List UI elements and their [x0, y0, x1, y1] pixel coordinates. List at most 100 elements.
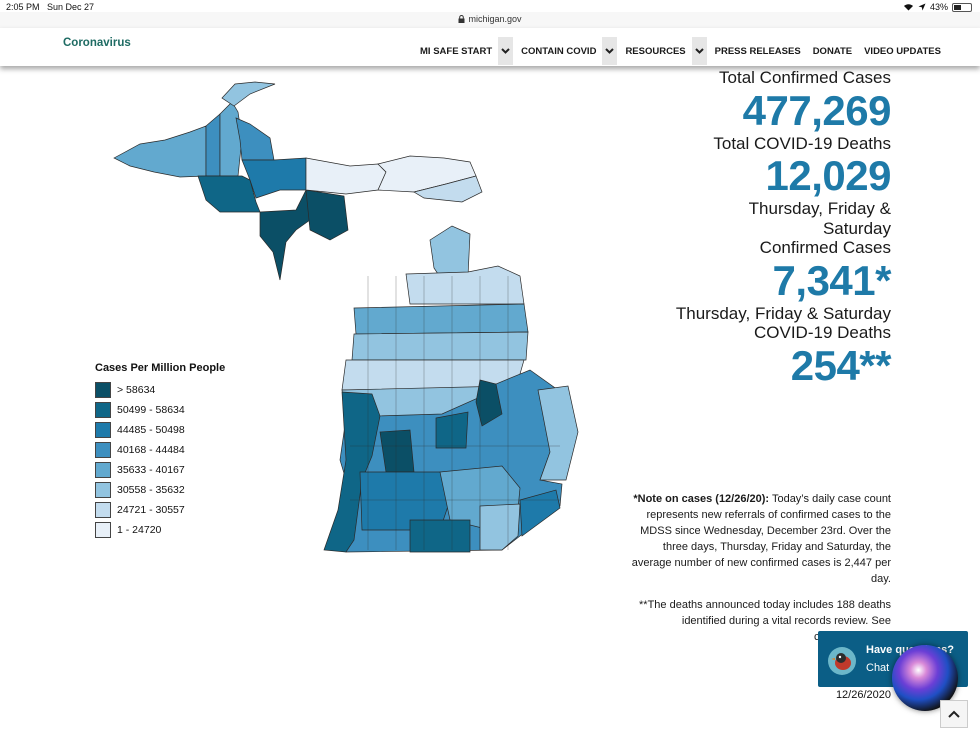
- nav-item-resources[interactable]: RESOURCES: [619, 37, 708, 65]
- county-region[interactable]: [323, 391, 381, 553]
- total-deaths-label: Total COVID-19 Deaths: [713, 133, 891, 153]
- recent-cases-label-line1: Thursday, Friday &: [748, 199, 891, 218]
- recent-cases-value: 7,341*: [772, 256, 892, 304]
- lock-icon: [458, 15, 465, 23]
- legend-rows: > 58634 50499 - 58634 44485 - 50498 40168 -…: [95, 380, 225, 540]
- county-region[interactable]: [305, 157, 387, 195]
- county-region[interactable]: [259, 188, 311, 281]
- county-region[interactable]: [519, 489, 561, 537]
- recent-cases-label-line3: Confirmed Cases: [759, 238, 891, 257]
- legend-label: 24721 - 30557: [117, 504, 185, 516]
- total-deaths-value: 12,029: [765, 152, 892, 199]
- michigan-county-map: [113, 81, 579, 553]
- legend-swatch: [95, 502, 111, 518]
- recent-deaths-label-line2: COVID-19 Deaths: [754, 323, 891, 342]
- battery-icon: [952, 2, 972, 12]
- status-time: 2:05 PM: [6, 2, 40, 12]
- nav-item-donate[interactable]: DONATE: [807, 37, 858, 65]
- county-region[interactable]: [479, 503, 521, 551]
- legend-item: 40168 - 44484: [95, 440, 225, 460]
- chevron-down-icon[interactable]: [498, 37, 514, 65]
- notes-section: *Note on cases (12/26/20): Today’s daily…: [631, 491, 891, 655]
- lower-peninsula: [323, 225, 579, 553]
- status-date: Sun Dec 27: [47, 2, 95, 12]
- nav-item-label[interactable]: VIDEO UPDATES: [864, 45, 941, 57]
- legend-label: 1 - 24720: [117, 524, 162, 536]
- map-legend: Cases Per Million People > 58634 50499 - …: [95, 362, 225, 540]
- nav-item-video-updates[interactable]: VIDEO UPDATES: [858, 37, 947, 65]
- total-cases-value: 477,269: [742, 86, 892, 134]
- legend-swatch: [95, 422, 111, 438]
- nav-item-label[interactable]: MI SAFE START: [420, 45, 493, 57]
- brand-link[interactable]: Coronavirus: [63, 37, 131, 49]
- upper-peninsula: [113, 81, 483, 281]
- county-region[interactable]: [475, 379, 503, 427]
- main-nav: MI SAFE START CONTAIN COVID RESOURCES PRESS…: [414, 37, 947, 65]
- scroll-to-top-button[interactable]: [940, 700, 968, 728]
- chat-subtitle: Chat: [866, 662, 890, 674]
- total-cases-label: Total Confirmed Cases: [719, 68, 891, 87]
- nav-item-mi-safe-start[interactable]: MI SAFE START: [414, 37, 515, 65]
- recent-deaths-value: 254**: [790, 341, 892, 389]
- battery-fill: [954, 4, 961, 10]
- recent-deaths-label-line1: Thursday, Friday & Saturday: [675, 303, 891, 323]
- county-region[interactable]: [305, 189, 349, 241]
- nav-item-contain-covid[interactable]: CONTAIN COVID: [515, 37, 619, 65]
- county-region[interactable]: [409, 519, 471, 553]
- legend-label: 35633 - 40167: [117, 464, 185, 476]
- legend-label: 50499 - 58634: [117, 404, 185, 416]
- nav-item-label[interactable]: DONATE: [812, 45, 853, 57]
- county-region[interactable]: [405, 265, 525, 305]
- county-region[interactable]: [221, 81, 276, 107]
- county-borders: [350, 276, 560, 550]
- county-region[interactable]: [205, 113, 221, 177]
- legend-item: 50499 - 58634: [95, 400, 225, 420]
- legend-label: > 58634: [117, 384, 156, 396]
- case-note-heading: *Note on cases (12/26/20):: [633, 493, 770, 505]
- county-region[interactable]: [241, 157, 307, 199]
- browser-url-bar[interactable]: michigan.gov: [0, 12, 980, 28]
- nav-item-label[interactable]: PRESS RELEASES: [714, 45, 801, 57]
- legend-label: 40168 - 44484: [117, 444, 185, 456]
- county-region[interactable]: [413, 175, 483, 203]
- legend-swatch: [95, 382, 111, 398]
- county-region[interactable]: [219, 101, 243, 177]
- nav-item-label[interactable]: CONTAIN COVID: [521, 45, 597, 57]
- legend-title: Cases Per Million People: [95, 362, 226, 374]
- legend-item: > 58634: [95, 380, 225, 400]
- county-region[interactable]: [235, 117, 275, 161]
- nav-item-label[interactable]: RESOURCES: [625, 45, 686, 57]
- chevron-down-icon[interactable]: [602, 37, 618, 65]
- legend-item: 35633 - 40167: [95, 460, 225, 480]
- county-region[interactable]: [359, 471, 451, 531]
- legend-swatch: [95, 402, 111, 418]
- location-icon: [918, 3, 926, 11]
- chevron-down-icon[interactable]: [691, 37, 707, 65]
- recent-cases-label-line2: Saturday: [822, 218, 891, 238]
- case-note: *Note on cases (12/26/20): Today’s daily…: [631, 491, 891, 587]
- county-region[interactable]: [379, 429, 415, 473]
- county-region[interactable]: [197, 175, 261, 213]
- legend-label: 44485 - 50498: [117, 424, 185, 436]
- nav-item-press-releases[interactable]: PRESS RELEASES: [709, 37, 807, 65]
- county-region[interactable]: [537, 385, 579, 481]
- ios-status-bar: 2:05 PM Sun Dec 27 43%: [0, 0, 980, 14]
- status-right: 43%: [903, 2, 972, 12]
- legend-label: 30558 - 35632: [117, 484, 185, 496]
- legend-swatch: [95, 442, 111, 458]
- legend-swatch: [95, 522, 111, 538]
- legend-item: 44485 - 50498: [95, 420, 225, 440]
- legend-swatch: [95, 462, 111, 478]
- battery-percent: 43%: [929, 2, 948, 12]
- county-region[interactable]: [353, 303, 529, 335]
- county-region[interactable]: [351, 331, 529, 361]
- bird-avatar-icon: [828, 647, 856, 675]
- chevron-up-icon: [948, 710, 960, 718]
- wifi-icon: [903, 4, 913, 11]
- url-display[interactable]: michigan.gov: [458, 12, 522, 24]
- legend-item: 24721 - 30557: [95, 500, 225, 520]
- legend-item: 1 - 24720: [95, 520, 225, 540]
- county-region[interactable]: [113, 125, 207, 178]
- update-date: 12/26/2020: [835, 689, 891, 701]
- url-text: michigan.gov: [468, 14, 522, 24]
